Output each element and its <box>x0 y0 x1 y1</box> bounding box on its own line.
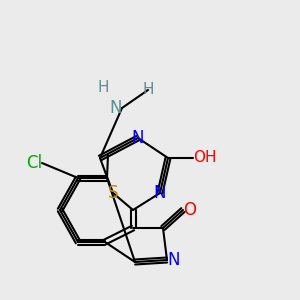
Text: N: N <box>132 129 144 147</box>
Text: Cl: Cl <box>26 154 42 172</box>
Text: S: S <box>108 184 118 202</box>
Text: N: N <box>154 184 166 202</box>
Text: O: O <box>183 201 196 219</box>
Text: H: H <box>97 80 109 95</box>
Text: OH: OH <box>193 151 217 166</box>
Text: N: N <box>167 251 179 269</box>
Text: N: N <box>110 99 122 117</box>
Text: H: H <box>142 82 154 98</box>
